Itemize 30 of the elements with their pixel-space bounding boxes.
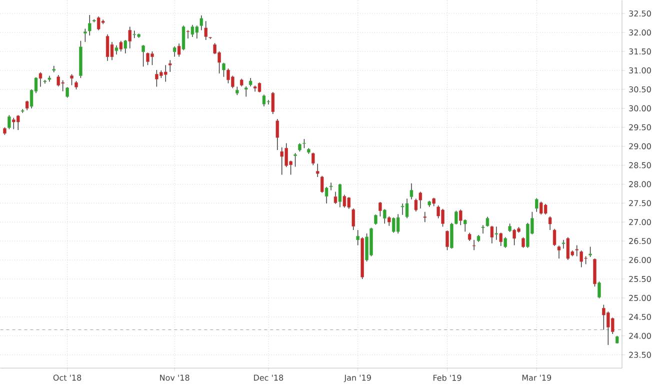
candlestick: [119, 40, 123, 52]
candlestick: [562, 240, 566, 249]
candlestick: [557, 245, 561, 259]
candlestick: [342, 194, 346, 208]
candlestick: [271, 92, 274, 114]
candlestick: [334, 191, 338, 204]
candlestick: [182, 25, 186, 51]
candlestick: [177, 43, 181, 58]
candlestick: [481, 224, 485, 234]
candlestick: [494, 226, 498, 240]
candlestick: [114, 44, 118, 55]
candlestick: [200, 15, 203, 30]
candlestick: [190, 24, 194, 38]
candlestick: [186, 30, 190, 39]
candlestick: [490, 225, 494, 244]
candlestick: [124, 40, 127, 54]
candlestick: [476, 234, 480, 242]
candlestick: [25, 100, 29, 111]
candlestick: [173, 46, 176, 58]
candlestick: [405, 198, 409, 219]
candlestick: [410, 183, 414, 200]
candlestick: [262, 94, 266, 107]
candlestick: [48, 75, 52, 82]
candlestick: [329, 182, 333, 191]
candlestick: [258, 82, 262, 93]
candlestick: [486, 216, 490, 227]
candlestick: [468, 232, 472, 242]
candlestick: [396, 214, 400, 234]
candlestick: [472, 240, 476, 250]
candlestick: [248, 78, 252, 87]
